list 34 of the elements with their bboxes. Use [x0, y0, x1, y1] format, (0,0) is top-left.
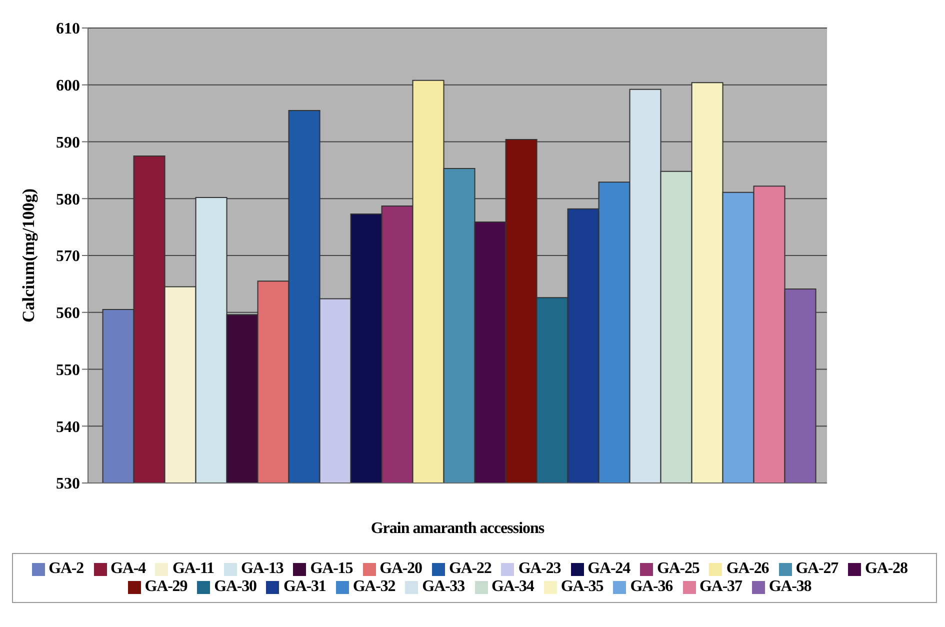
y-tick-label: 600	[56, 78, 80, 95]
legend-label: GA-32	[352, 578, 396, 595]
y-tick-label: 560	[56, 305, 80, 322]
legend-label: GA-31	[283, 578, 326, 595]
y-tick-label: 590	[56, 134, 80, 152]
y-tick-label: 580	[56, 191, 80, 208]
y-tick-label: 610	[56, 20, 80, 38]
legend-label: GA-23	[518, 560, 561, 577]
legend-label: GA-30	[214, 578, 256, 595]
legend-label: GA-29	[144, 578, 188, 595]
legend-label: GA-35	[560, 578, 604, 595]
legend-label: GA-28	[865, 560, 908, 577]
legend-label: GA-25	[657, 560, 700, 577]
legend-label: GA-22	[448, 560, 492, 577]
y-tick-label: 550	[56, 362, 80, 379]
legend-label: GA-4	[110, 560, 146, 577]
y-tick-label: 570	[56, 248, 80, 266]
y-tick-label: 530	[56, 476, 80, 493]
legend-label: GA-27	[796, 560, 838, 577]
legend-label: GA-36	[630, 578, 673, 595]
legend-label: GA-26	[726, 560, 769, 577]
legend-label: GA-20	[380, 560, 422, 577]
legend-label: GA-33	[422, 578, 464, 595]
legend-label: GA-38	[768, 578, 812, 595]
legend-label: GA-24	[588, 560, 630, 577]
legend-label: GA-34	[492, 578, 534, 595]
legend-label: GA-15	[310, 560, 353, 577]
legend-label: GA-2	[48, 560, 84, 577]
y-axis-title: Calcium(mg/100g)	[19, 188, 38, 323]
legend-label: GA-37	[700, 578, 742, 595]
x-axis-title: Grain amaranth accessions	[370, 520, 544, 537]
legend-label: GA-11	[172, 560, 214, 577]
y-tick-label: 540	[56, 418, 80, 436]
legend-label: GA-13	[240, 560, 284, 577]
